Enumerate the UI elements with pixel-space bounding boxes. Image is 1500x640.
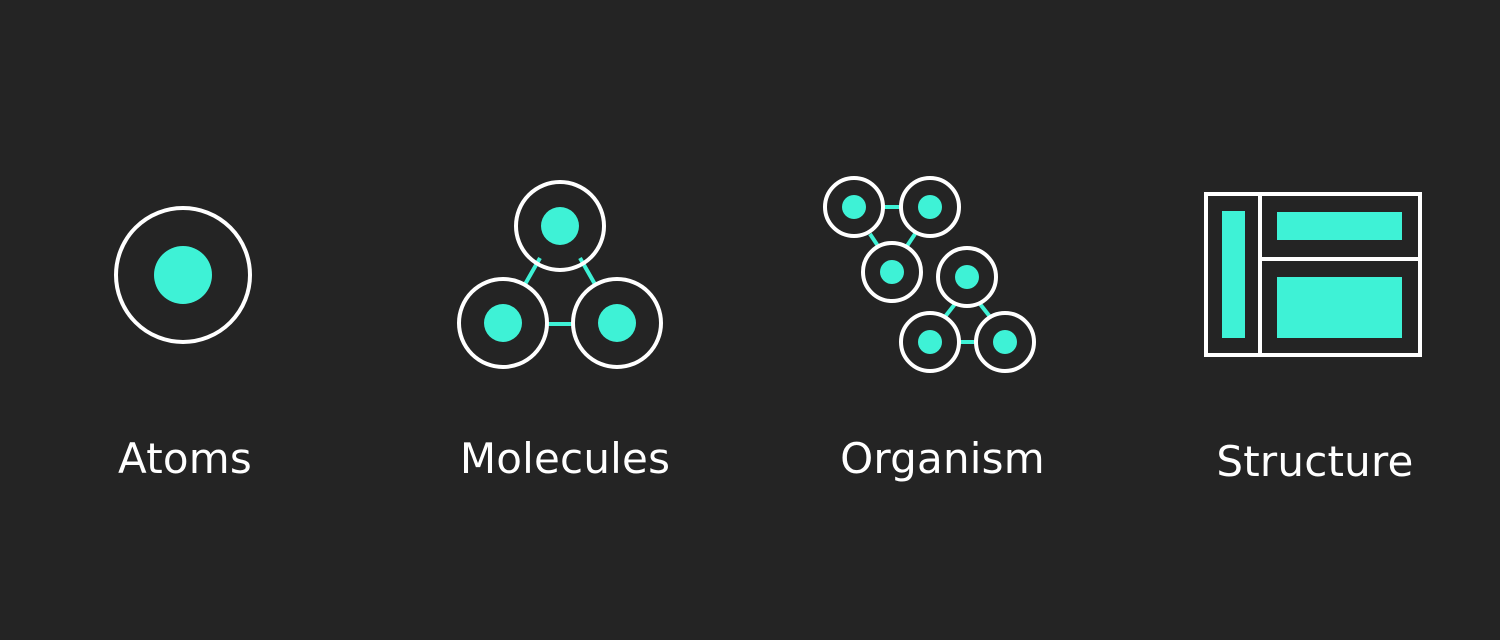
stage-label-molecules: Molecules bbox=[459, 434, 671, 483]
stage-label-structure: Structure bbox=[1216, 437, 1414, 486]
layout-structure-icon bbox=[1204, 192, 1422, 357]
organism-icon bbox=[823, 176, 1036, 373]
molecule-icon bbox=[457, 180, 663, 369]
stage-label-atoms: Atoms bbox=[118, 434, 252, 483]
stage-label-organism: Organism bbox=[840, 434, 1045, 483]
atom-icon bbox=[114, 206, 252, 344]
